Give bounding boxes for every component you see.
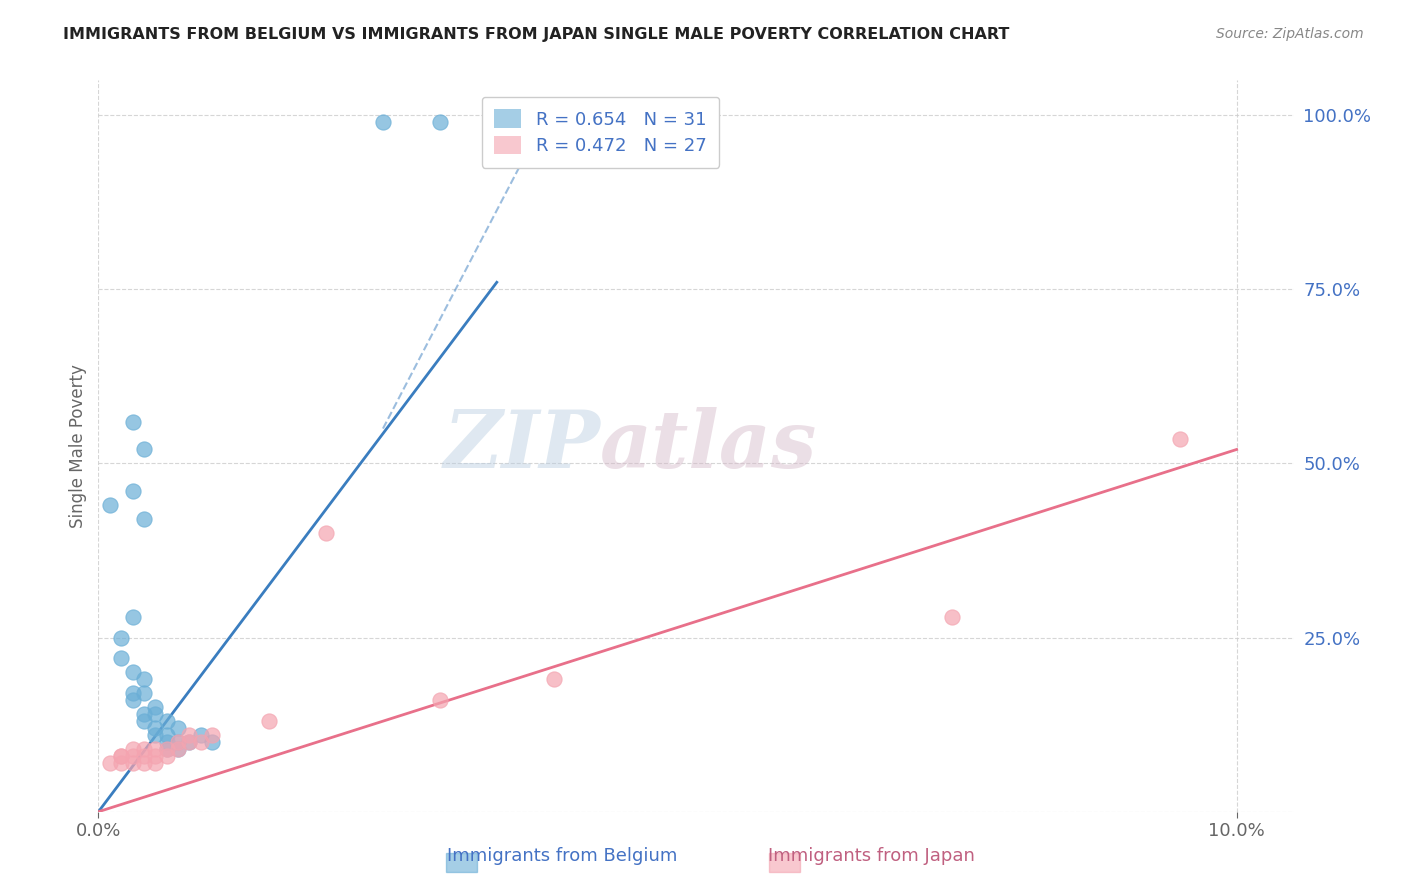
Point [167,721,190,735]
Point [110,651,132,665]
Point [121,686,143,700]
Point [132,742,155,756]
Point [143,728,166,742]
Point [132,714,155,728]
Y-axis label: Single Male Poverty: Single Male Poverty [69,364,87,528]
Point [156,749,179,764]
Point [143,721,166,735]
Point [110,631,132,645]
Point [257,714,280,728]
Point [156,735,179,749]
Point [201,728,224,742]
Point [143,707,166,722]
Point [121,415,143,429]
Point [121,609,143,624]
Point [156,728,179,742]
Text: ZIP: ZIP [443,408,600,484]
Point [156,714,179,728]
Point [201,735,224,749]
Point [143,749,166,764]
Point [132,686,155,700]
Point [371,115,394,129]
Text: Immigrants from Japan: Immigrants from Japan [768,847,976,865]
Point [121,693,143,707]
Point [121,756,143,770]
Point [543,673,565,687]
Point [315,526,337,541]
Point [179,735,201,749]
Legend: R = 0.654   N = 31, R = 0.472   N = 27: R = 0.654 N = 31, R = 0.472 N = 27 [482,96,718,168]
Point [167,735,190,749]
Point [429,693,451,707]
Point [1168,432,1191,446]
Point [143,742,166,756]
Point [156,742,179,756]
Point [167,742,190,756]
Point [190,728,212,742]
Point [121,484,143,499]
Point [132,756,155,770]
Point [110,749,132,764]
Point [98,756,121,770]
Point [132,707,155,722]
Point [429,115,451,129]
Point [143,756,166,770]
Point [179,728,201,742]
Point [110,756,132,770]
Point [121,665,143,680]
Point [98,498,121,512]
Point [132,442,155,457]
Point [190,735,212,749]
Point [143,700,166,714]
Point [179,735,201,749]
Text: Source: ZipAtlas.com: Source: ZipAtlas.com [1216,27,1364,41]
Point [110,749,132,764]
Text: atlas: atlas [600,408,818,484]
Point [941,609,963,624]
Point [167,735,190,749]
Point [121,742,143,756]
Point [132,673,155,687]
Point [167,742,190,756]
Point [132,512,155,526]
Point [132,749,155,764]
Text: IMMIGRANTS FROM BELGIUM VS IMMIGRANTS FROM JAPAN SINGLE MALE POVERTY CORRELATION: IMMIGRANTS FROM BELGIUM VS IMMIGRANTS FR… [63,27,1010,42]
Point [121,749,143,764]
Point [156,742,179,756]
Text: Immigrants from Belgium: Immigrants from Belgium [447,847,678,865]
